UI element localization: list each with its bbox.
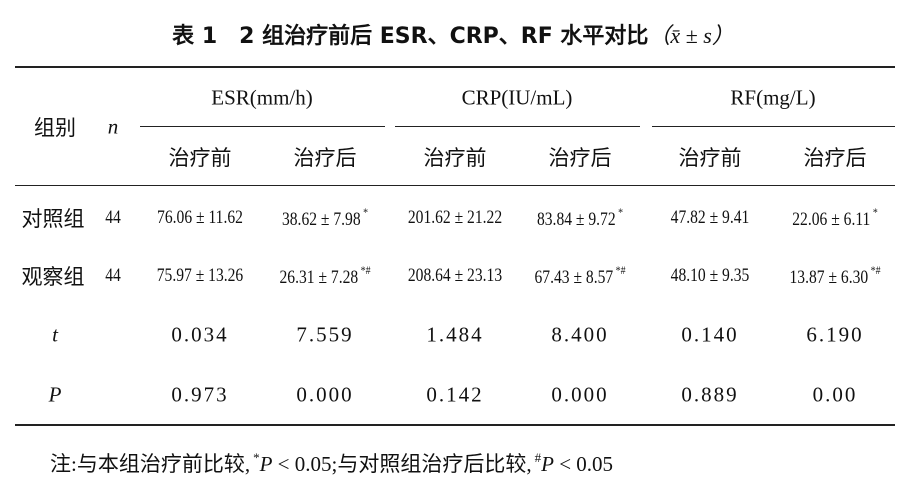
cell-value: 75.97 ± 13.26 [156,265,244,286]
cell-value: 22.06 ± 6.11 [792,209,871,230]
cell-value: 0.142 [426,382,484,407]
cell-value: 26.31 ± 7.28 [279,267,359,288]
cell-value: 0.034 [171,322,229,347]
header-measure: CRP(IU/mL) [461,85,573,110]
header-rule [15,185,895,186]
cell-value: 48.10 ± 9.35 [670,265,750,286]
cell-value: 13.87 ± 6.30 [789,267,869,288]
cell-value: 76.06 ± 11.62 [157,207,243,228]
bottom-rule [15,424,895,426]
cell: 0.034 [171,323,228,348]
note-part: P [541,452,554,476]
cell: 0.000 [296,383,353,408]
cell-value: 0.000 [296,382,354,407]
note-part: # [534,450,542,465]
cell-sup: *# [870,263,881,277]
row-label: 观察组 [21,265,85,289]
group-rule [395,126,640,127]
cell: 8.400 [551,323,608,348]
cell-value: 8.400 [551,322,609,347]
header-measure: RF(mg/L) [730,85,816,110]
cell: 48.10 ± 9.35 [671,265,750,287]
cell-sup: * [363,205,369,219]
cell: 76.06 ± 11.62 [157,207,243,229]
cell-value: 0.140 [681,322,739,347]
header-sub: 治疗前 [168,146,232,170]
table-title: 表 1 2 组治疗前后 ESR、CRP、RF 水平对比（x̄ ± s） [0,18,906,50]
cell-value: 208.64 ± 23.13 [407,265,503,286]
cell: 47.82 ± 9.41 [671,207,750,229]
cell-value: 47.82 ± 9.41 [670,207,750,228]
cell-value: 1.484 [426,322,484,347]
group-rule [140,126,385,127]
cell: 6.190 [806,323,863,348]
cell: 0.889 [681,383,738,408]
cell: 38.62 ± 7.98 * [282,205,368,231]
cell-value: 83.84 ± 9.72 [536,209,616,230]
cell: 0.00 [813,383,858,408]
cell: 0.000 [551,383,608,408]
note-part: * [253,450,260,465]
title-text: 2 组治疗前后 ESR、CRP、RF 水平对比 [239,24,649,49]
cell: 0.973 [171,383,228,408]
cell: 13.87 ± 6.30 *# [790,263,881,289]
cell: 0.142 [426,383,483,408]
cell-value: 201.62 ± 21.22 [407,207,503,228]
cell-value: 38.62 ± 7.98 [281,209,361,230]
cell-value: 0.000 [551,382,609,407]
cell-sup: * [872,205,878,219]
cell: 201.62 ± 21.22 [408,207,502,229]
cell: 83.84 ± 9.72 * [537,205,623,231]
cell-value: 0.973 [171,382,229,407]
table-note: 注:与本组治疗前比较, *P < 0.05;与对照组治疗后比较, #P < 0.05 [50,448,613,478]
cell: 67.43 ± 8.57 *# [535,263,626,289]
header-measure: ESR(mm/h) [211,85,313,110]
cell-value: 6.190 [806,322,864,347]
row-n: 44 [105,265,121,286]
title-label: 表 1 [172,24,218,49]
cell-sup: * [618,205,624,219]
note-part: < 0.05 [553,452,614,476]
cell-value: 67.43 ± 8.57 [534,267,614,288]
cell-sup: *# [615,263,626,277]
header-sub: 治疗前 [678,146,742,170]
top-rule [15,66,895,68]
note-part: P [259,452,273,476]
cell: 0.140 [681,323,738,348]
header-sub: 治疗后 [803,146,867,170]
cell-value: 0.889 [681,382,739,407]
note-part: 注:与本组治疗前比较, [50,452,251,476]
header-sub: 治疗后 [548,146,612,170]
header-sub: 治疗前 [423,146,487,170]
cell: 22.06 ± 6.11 * [792,205,877,231]
row-n: 44 [105,207,121,228]
cell-value: 0.00 [812,382,858,407]
cell-sup: *# [360,263,371,277]
cell-value: 7.559 [296,322,354,347]
cell: 208.64 ± 23.13 [408,265,502,287]
row-label: 对照组 [21,207,85,231]
cell: 1.484 [426,323,483,348]
note-part: < 0.05;与对照组治疗后比较, [272,452,532,476]
cell: 7.559 [296,323,353,348]
header-group: 组别 [34,116,76,140]
row-label: P [48,382,62,407]
header-sub: 治疗后 [293,146,357,170]
header-n: n [107,114,119,139]
title-stat: （x̄ ± s） [648,23,734,48]
cell: 75.97 ± 13.26 [157,265,243,287]
row-label: t [52,322,58,347]
group-rule [652,126,895,127]
cell: 26.31 ± 7.28 *# [280,263,371,289]
